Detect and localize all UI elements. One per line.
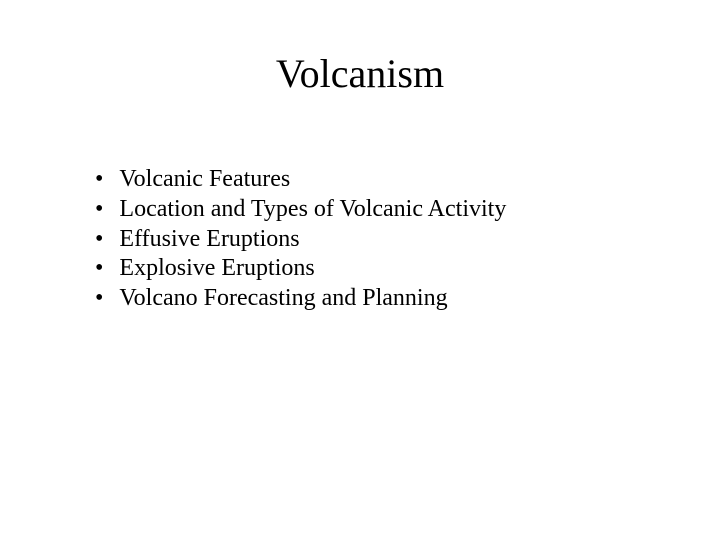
bullet-icon: •	[95, 254, 103, 283]
bullet-icon: •	[95, 165, 103, 194]
slide-title: Volcanism	[0, 50, 720, 97]
list-item: • Effusive Eruptions	[95, 225, 506, 254]
bullet-icon: •	[95, 195, 103, 224]
list-item: • Location and Types of Volcanic Activit…	[95, 195, 506, 224]
list-item: • Volcano Forecasting and Planning	[95, 284, 506, 313]
bullet-text: Location and Types of Volcanic Activity	[119, 195, 506, 224]
bullet-text: Volcanic Features	[119, 165, 290, 194]
list-item: • Explosive Eruptions	[95, 254, 506, 283]
bullet-text: Explosive Eruptions	[119, 254, 314, 283]
bullet-text: Effusive Eruptions	[119, 225, 299, 254]
bullet-text: Volcano Forecasting and Planning	[119, 284, 447, 313]
bullet-icon: •	[95, 225, 103, 254]
bullet-list: • Volcanic Features • Location and Types…	[95, 165, 506, 314]
list-item: • Volcanic Features	[95, 165, 506, 194]
bullet-icon: •	[95, 284, 103, 313]
